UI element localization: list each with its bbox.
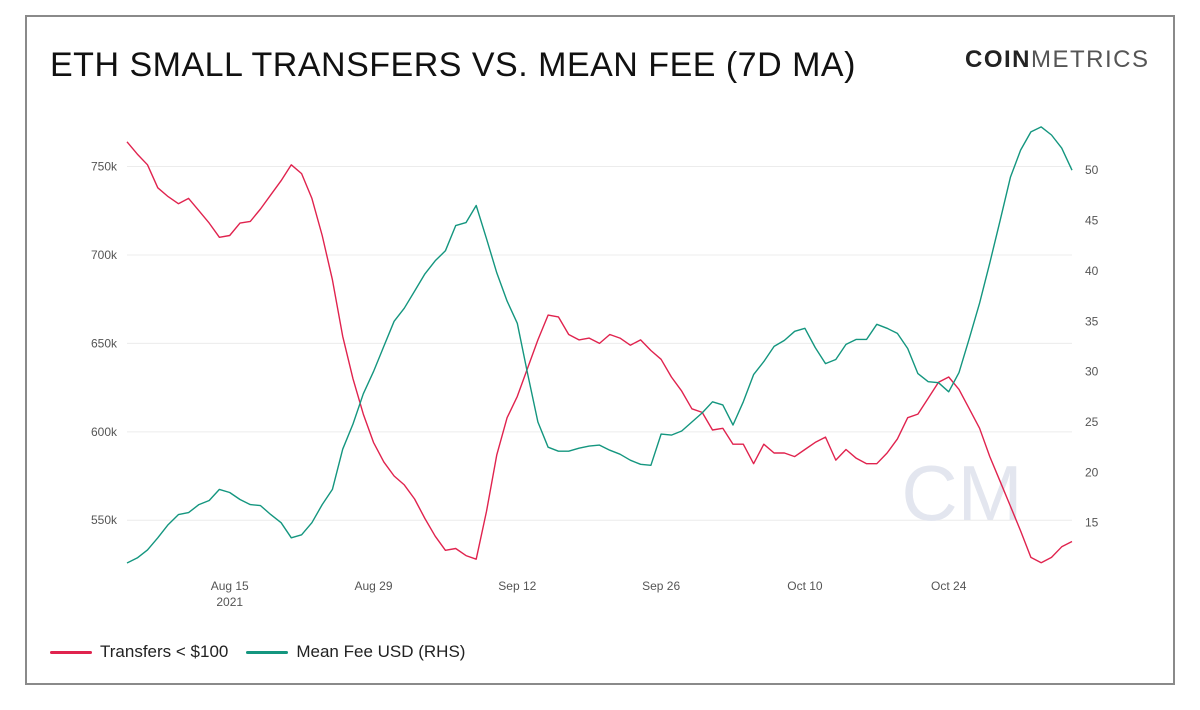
x-tick-label: Oct 24 [931, 579, 967, 593]
y-right-tick-label: 25 [1085, 415, 1099, 429]
legend-item-mean-fee[interactable]: Mean Fee USD (RHS) [246, 642, 465, 662]
x-tick-label: Aug 29 [354, 579, 392, 593]
y-right-tick-label: 45 [1085, 214, 1099, 228]
x-tick-label: Aug 15 [211, 579, 249, 593]
y-left-tick-label: 550k [91, 513, 118, 527]
y-right-tick-label: 20 [1085, 465, 1099, 479]
series-line-transfers [126, 141, 1073, 564]
y-left-tick-label: 600k [91, 425, 118, 439]
legend-label-mean-fee: Mean Fee USD (RHS) [296, 642, 466, 661]
x-tick-label: Sep 26 [642, 579, 680, 593]
y-right-tick-label: 30 [1085, 365, 1099, 379]
legend: Transfers < $100 Mean Fee USD (RHS) [50, 640, 483, 664]
series-line-mean-fee [126, 126, 1073, 564]
y-right-tick-label: 15 [1085, 516, 1099, 530]
coinmetrics-logo: COINMETRICS [965, 46, 1150, 74]
legend-swatch-mean-fee [246, 650, 289, 654]
legend-item-transfers[interactable]: Transfers < $100 [50, 642, 228, 662]
x-tick-label: Oct 10 [787, 579, 823, 593]
x-tick-label: Sep 12 [498, 579, 536, 593]
legend-swatch-transfers [50, 650, 92, 654]
chart-frame [25, 15, 1175, 685]
y-left-tick-label: 700k [91, 248, 118, 262]
y-left-tick-label: 650k [91, 336, 118, 350]
y-right-tick-label: 40 [1085, 264, 1099, 278]
y-left-tick-label: 750k [91, 160, 118, 174]
logo-text-light: METRICS [1031, 46, 1150, 73]
logo-text-bold: COIN [965, 46, 1031, 73]
legend-label-transfers: Transfers < $100 [100, 642, 229, 661]
y-right-tick-label: 35 [1085, 314, 1099, 328]
y-right-tick-label: 50 [1085, 163, 1099, 177]
cm-watermark: CM [901, 449, 1022, 537]
chart-title: ETH SMALL TRANSFERS VS. MEAN FEE (7D MA) [50, 46, 856, 84]
x-tick-sublabel: 2021 [216, 595, 243, 609]
